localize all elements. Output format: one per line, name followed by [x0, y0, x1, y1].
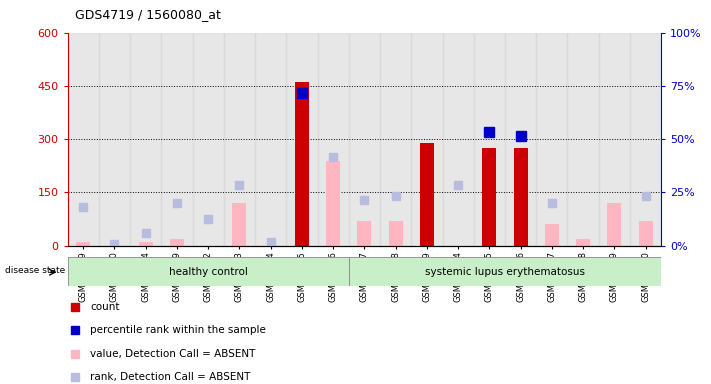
Bar	[76, 242, 90, 246]
Text: rank, Detection Call = ABSENT: rank, Detection Call = ABSENT	[90, 372, 250, 382]
Bar	[193, 33, 224, 246]
Bar	[232, 203, 247, 246]
Bar	[99, 33, 130, 246]
Bar	[420, 143, 434, 246]
Bar	[536, 33, 567, 246]
Bar	[130, 33, 161, 246]
Bar	[349, 257, 661, 286]
Bar	[389, 221, 402, 246]
Bar	[318, 33, 349, 246]
Bar	[599, 33, 630, 246]
Text: systemic lupus erythematosus: systemic lupus erythematosus	[425, 266, 585, 277]
Bar	[630, 33, 661, 246]
Bar	[505, 33, 536, 246]
Text: healthy control: healthy control	[169, 266, 247, 277]
Bar	[607, 203, 621, 246]
Bar	[326, 161, 340, 246]
Text: disease state: disease state	[6, 266, 65, 275]
Bar	[380, 33, 411, 246]
Bar	[170, 239, 184, 246]
Bar	[358, 221, 371, 246]
Bar	[139, 242, 153, 246]
Bar	[411, 33, 442, 246]
Text: percentile rank within the sample: percentile rank within the sample	[90, 325, 266, 335]
Text: value, Detection Call = ABSENT: value, Detection Call = ABSENT	[90, 349, 255, 359]
Bar	[295, 83, 309, 246]
Bar	[474, 33, 505, 246]
Bar	[567, 33, 599, 246]
Text: count: count	[90, 302, 119, 312]
Bar	[68, 257, 349, 286]
Bar	[442, 33, 474, 246]
Bar	[68, 33, 99, 246]
Text: GDS4719 / 1560080_at: GDS4719 / 1560080_at	[75, 8, 220, 21]
Bar	[255, 33, 287, 246]
Bar	[545, 224, 559, 246]
Bar	[576, 239, 590, 246]
Bar	[349, 33, 380, 246]
Bar	[638, 221, 653, 246]
Bar	[513, 148, 528, 246]
Bar	[224, 33, 255, 246]
Bar	[287, 33, 318, 246]
Bar	[482, 148, 496, 246]
Bar	[161, 33, 193, 246]
